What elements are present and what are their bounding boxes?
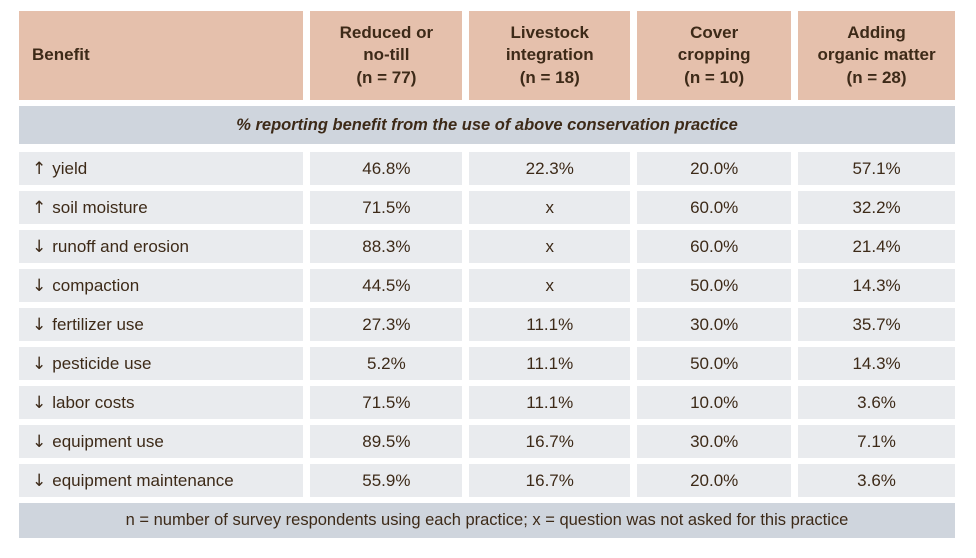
benefit-cell: ↓ labor costs — [19, 386, 304, 419]
value-cell: 60.0% — [637, 191, 792, 224]
benefit-label: runoff and erosion — [52, 236, 189, 256]
value-cell: 89.5% — [310, 425, 463, 458]
table-row: ↑ yield 46.8% 22.3% 20.0% 57.1% — [19, 152, 955, 185]
arrow-down-icon: ↓ — [32, 392, 47, 413]
benefit-cell: ↓ pesticide use — [19, 347, 304, 380]
value-cell: 21.4% — [798, 230, 955, 263]
value-cell: 71.5% — [310, 386, 463, 419]
value-cell: x — [469, 269, 631, 302]
column-header-benefit: Benefit — [19, 11, 304, 100]
table-row: ↓ runoff and erosion 88.3% x 60.0% 21.4% — [19, 230, 955, 263]
value-cell: 35.7% — [798, 308, 955, 341]
header-row: Benefit Reduced or no-till (n = 77) Live… — [19, 11, 955, 100]
table-row: ↓ labor costs 71.5% 11.1% 10.0% 3.6% — [19, 386, 955, 419]
table-row: ↑ soil moisture 71.5% x 60.0% 32.2% — [19, 191, 955, 224]
value-cell: 55.9% — [310, 464, 463, 497]
benefit-cell: ↓ compaction — [19, 269, 304, 302]
value-cell: 88.3% — [310, 230, 463, 263]
benefits-table: Benefit Reduced or no-till (n = 77) Live… — [19, 11, 955, 538]
value-cell: 20.0% — [637, 152, 792, 185]
benefit-label: yield — [52, 158, 88, 178]
value-cell: x — [469, 191, 631, 224]
benefit-cell: ↓ equipment maintenance — [19, 464, 304, 497]
benefit-label: fertilizer use — [52, 314, 144, 334]
value-cell: 27.3% — [310, 308, 463, 341]
value-cell: 32.2% — [798, 191, 955, 224]
value-cell: 71.5% — [310, 191, 463, 224]
value-cell: 3.6% — [798, 464, 955, 497]
benefit-cell: ↓ runoff and erosion — [19, 230, 304, 263]
arrow-down-icon: ↓ — [32, 314, 47, 335]
value-cell: 5.2% — [310, 347, 463, 380]
value-cell: 30.0% — [637, 425, 792, 458]
subheader-band: % reporting benefit from the use of abov… — [19, 106, 955, 144]
value-cell: 16.7% — [469, 425, 631, 458]
benefit-label: soil moisture — [52, 197, 148, 217]
benefit-label: equipment maintenance — [52, 470, 234, 490]
benefit-label: labor costs — [52, 392, 135, 412]
arrow-down-icon: ↓ — [32, 470, 47, 491]
arrow-down-icon: ↓ — [32, 353, 47, 374]
value-cell: 20.0% — [637, 464, 792, 497]
value-cell: 60.0% — [637, 230, 792, 263]
arrow-up-icon: ↑ — [32, 197, 47, 218]
value-cell: 46.8% — [310, 152, 463, 185]
value-cell: 16.7% — [469, 464, 631, 497]
benefit-label: equipment use — [52, 431, 164, 451]
benefit-label: pesticide use — [52, 353, 152, 373]
benefit-cell: ↑ soil moisture — [19, 191, 304, 224]
value-cell: 11.1% — [469, 308, 631, 341]
value-cell: 44.5% — [310, 269, 463, 302]
value-cell: 14.3% — [798, 269, 955, 302]
value-cell: 11.1% — [469, 386, 631, 419]
value-cell: 50.0% — [637, 269, 792, 302]
value-cell: 11.1% — [469, 347, 631, 380]
value-cell: 10.0% — [637, 386, 792, 419]
footnote-band: n = number of survey respondents using e… — [19, 503, 955, 538]
arrow-up-icon: ↑ — [32, 158, 47, 179]
table-row: ↓ equipment use 89.5% 16.7% 30.0% 7.1% — [19, 425, 955, 458]
table-row: ↓ equipment maintenance 55.9% 16.7% 20.0… — [19, 464, 955, 497]
table-row: ↓ pesticide use 5.2% 11.1% 50.0% 14.3% — [19, 347, 955, 380]
value-cell: 14.3% — [798, 347, 955, 380]
value-cell: 3.6% — [798, 386, 955, 419]
benefit-cell: ↓ equipment use — [19, 425, 304, 458]
value-cell: 57.1% — [798, 152, 955, 185]
value-cell: 7.1% — [798, 425, 955, 458]
arrow-down-icon: ↓ — [32, 431, 47, 452]
table-body: ↑ yield 46.8% 22.3% 20.0% 57.1% ↑ soil m… — [19, 152, 955, 497]
table-row: ↓ fertilizer use 27.3% 11.1% 30.0% 35.7% — [19, 308, 955, 341]
benefit-label: compaction — [52, 275, 140, 295]
column-header-reduced-no-till: Reduced or no-till (n = 77) — [310, 11, 463, 100]
arrow-down-icon: ↓ — [32, 275, 47, 296]
value-cell: 22.3% — [469, 152, 631, 185]
value-cell: 30.0% — [637, 308, 792, 341]
column-header-adding-organic-matter: Adding organic matter (n = 28) — [798, 11, 955, 100]
benefit-cell: ↑ yield — [19, 152, 304, 185]
benefit-cell: ↓ fertilizer use — [19, 308, 304, 341]
arrow-down-icon: ↓ — [32, 236, 47, 257]
value-cell: 50.0% — [637, 347, 792, 380]
table-row: ↓ compaction 44.5% x 50.0% 14.3% — [19, 269, 955, 302]
column-header-livestock-integration: Livestock integration (n = 18) — [469, 11, 631, 100]
value-cell: x — [469, 230, 631, 263]
column-header-cover-cropping: Cover cropping (n = 10) — [637, 11, 792, 100]
